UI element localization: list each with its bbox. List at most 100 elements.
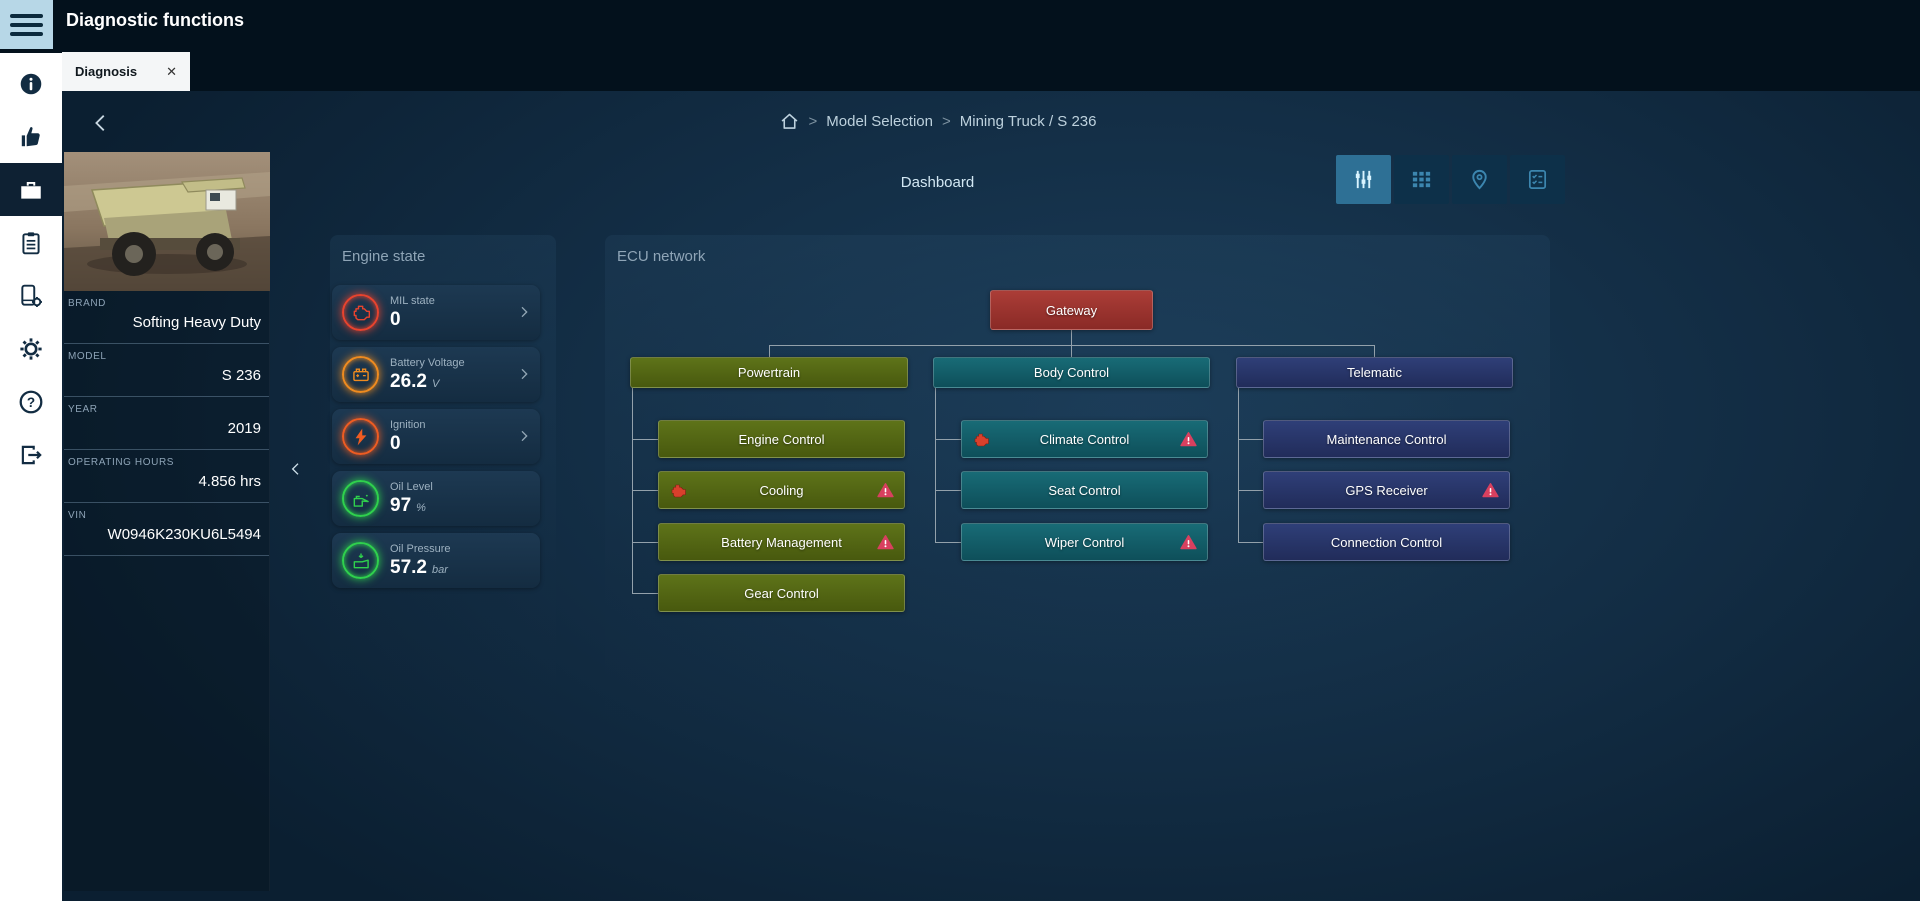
connector-line	[1238, 439, 1263, 440]
card-label: Ignition	[390, 418, 426, 431]
dashboard-view-icon	[1352, 168, 1375, 191]
sidebar-item-info[interactable]	[0, 57, 62, 110]
connector-line	[769, 345, 1375, 346]
field-label: MODEL	[68, 351, 107, 362]
ecu-node-cooling[interactable]: Cooling	[658, 471, 905, 509]
breadcrumb-item-model-selection[interactable]: Model Selection	[826, 112, 933, 130]
card-oil-level[interactable]: Oil Level 97 %	[332, 471, 540, 526]
collapse-panel-button[interactable]	[288, 457, 306, 483]
node-label: Maintenance Control	[1326, 431, 1447, 447]
ecu-node-battery-management[interactable]: Battery Management	[658, 523, 905, 561]
info-icon	[18, 71, 44, 97]
report-view-button[interactable]	[1510, 155, 1565, 204]
ecu-node-engine-control[interactable]: Engine Control	[658, 420, 905, 458]
field-label: YEAR	[68, 404, 98, 415]
menu-button[interactable]	[0, 0, 53, 49]
node-label: Climate Control	[1039, 431, 1130, 447]
table-view-button[interactable]	[1394, 155, 1449, 204]
close-icon[interactable]: ✕	[166, 63, 177, 79]
sidebar-item-help[interactable]	[0, 375, 62, 428]
connector-line	[632, 542, 658, 543]
home-icon[interactable]	[779, 111, 800, 132]
connector-line	[935, 439, 961, 440]
warning-icon	[877, 482, 894, 499]
ecu-node-seat-control[interactable]: Seat Control	[961, 471, 1208, 509]
field-value: 4.856 hrs	[198, 473, 261, 490]
chevron-left-icon	[90, 112, 112, 134]
connector-line	[935, 542, 961, 543]
node-label: Seat Control	[1048, 482, 1121, 498]
ecu-node-gear-control[interactable]: Gear Control	[658, 574, 905, 612]
hamburger-icon	[10, 13, 43, 18]
node-label: Body Control	[1033, 365, 1110, 380]
vehicle-field-brand: BRAND Softing Heavy Duty	[64, 291, 269, 344]
vehicle-panel: BRAND Softing Heavy Duty MODEL S 236 YEA…	[64, 152, 270, 891]
vehicle-field-operating-hours: OPERATING HOURS 4.856 hrs	[64, 450, 269, 503]
sidebar-item-settings[interactable]	[0, 322, 62, 375]
ecu-network-title: ECU network	[617, 248, 706, 265]
breadcrumb-item-vehicle[interactable]: Mining Truck / S 236	[959, 112, 1097, 130]
breadcrumb-separator: >	[808, 112, 818, 130]
sidebar-item-diagnosis[interactable]	[0, 163, 62, 216]
node-label: Connection Control	[1330, 534, 1443, 550]
field-label: BRAND	[68, 298, 107, 309]
node-label: Cooling	[759, 482, 804, 498]
connector-line	[935, 490, 961, 491]
field-value: Softing Heavy Duty	[132, 314, 261, 331]
card-label: MIL state	[390, 294, 435, 307]
card-unit: V	[431, 377, 440, 390]
sidebar-item-reports[interactable]	[0, 216, 62, 269]
card-value: 97	[390, 494, 412, 516]
tab-diagnosis[interactable]: Diagnosis ✕	[62, 52, 190, 91]
engine-state-title: Engine state	[342, 248, 426, 265]
connector-line	[1238, 490, 1263, 491]
connector-line	[632, 490, 658, 491]
breadcrumb: > Model Selection > Mining Truck / S 236	[330, 91, 1545, 151]
battery-icon	[342, 356, 379, 393]
sidebar-item-quickstart[interactable]	[0, 110, 62, 163]
tab-label: Diagnosis	[75, 64, 138, 79]
location-view-icon	[1468, 168, 1491, 191]
connector-line	[1374, 345, 1375, 357]
main-content: > Model Selection > Mining Truck / S 236	[62, 91, 1920, 901]
device-settings-icon	[18, 283, 44, 309]
ecu-group-telematic[interactable]: Telematic	[1236, 357, 1513, 388]
connector-line	[935, 388, 936, 542]
location-view-button[interactable]	[1452, 155, 1507, 204]
sidebar-item-device-settings[interactable]	[0, 269, 62, 322]
tab-bar: Diagnosis ✕	[62, 52, 1920, 91]
node-label: Engine Control	[738, 431, 825, 447]
dashboard-view-button[interactable]	[1336, 155, 1391, 204]
field-value: W0946K230KU6L5494	[107, 526, 261, 543]
card-battery-voltage[interactable]: Battery Voltage 26.2 V	[332, 347, 540, 402]
card-label: Battery Voltage	[390, 356, 465, 369]
node-label: Telematic	[1347, 365, 1402, 380]
node-label: Gateway	[1045, 302, 1098, 318]
ecu-node-gateway[interactable]: Gateway	[990, 290, 1153, 330]
dashboard-title: Dashboard	[900, 174, 975, 191]
ecu-node-gps-receiver[interactable]: GPS Receiver	[1263, 471, 1510, 509]
connector-line	[1071, 345, 1072, 357]
card-ignition[interactable]: Ignition 0	[332, 409, 540, 464]
ecu-node-climate-control[interactable]: Climate Control	[961, 420, 1208, 458]
node-label: Gear Control	[744, 585, 819, 601]
engine-icon	[342, 294, 379, 331]
card-mil-state[interactable]: MIL state 0	[332, 285, 540, 340]
ecu-group-powertrain[interactable]: Powertrain	[630, 357, 908, 388]
hamburger-icon	[10, 22, 43, 27]
connector-line	[1238, 542, 1263, 543]
warning-icon	[1482, 482, 1499, 499]
back-button[interactable]	[90, 112, 112, 134]
ecu-node-wiper-control[interactable]: Wiper Control	[961, 523, 1208, 561]
card-oil-pressure[interactable]: Oil Pressure 57.2 bar	[332, 533, 540, 588]
field-label: OPERATING HOURS	[68, 457, 175, 468]
warning-icon	[1180, 431, 1197, 448]
sidebar-item-logout[interactable]	[0, 428, 62, 481]
field-value: S 236	[221, 367, 261, 384]
ecu-node-connection-control[interactable]: Connection Control	[1263, 523, 1510, 561]
ecu-group-body-control[interactable]: Body Control	[933, 357, 1210, 388]
logout-icon	[18, 442, 44, 468]
card-label: Oil Level	[390, 480, 433, 493]
ecu-node-maintenance-control[interactable]: Maintenance Control	[1263, 420, 1510, 458]
card-unit: bar	[431, 563, 448, 576]
